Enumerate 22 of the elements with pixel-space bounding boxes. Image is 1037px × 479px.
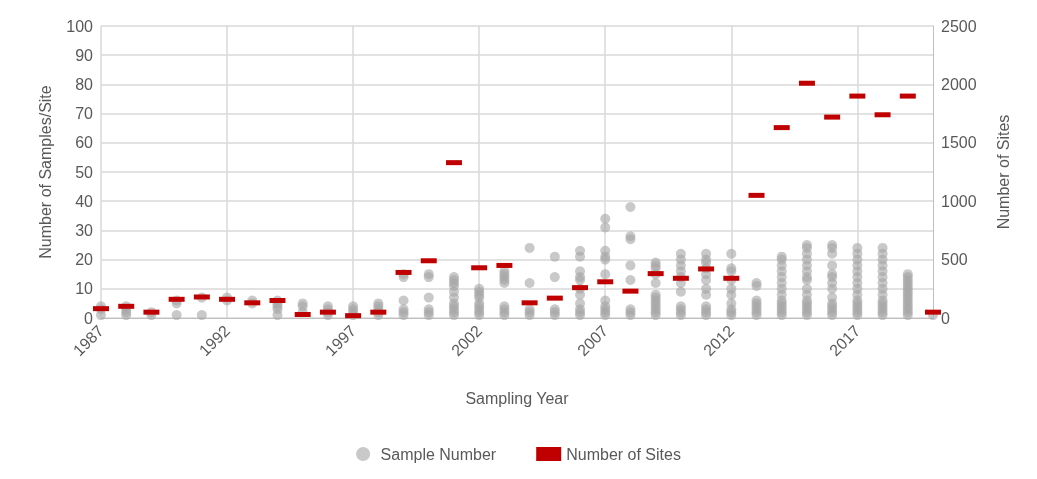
y-tick-label: 30 [75,221,94,239]
y-tick-label: 60 [75,134,94,152]
y-tick-label: 50 [75,163,94,181]
y-tick-label: 90 [75,46,94,64]
y-tick-label: 100 [66,17,94,35]
y2-tick-label: 500 [941,251,968,269]
y-tick-label: 20 [75,251,94,269]
y-tick-label: 40 [75,192,94,210]
y-tick-label: 10 [75,280,94,298]
x-axis-title: Sampling Year [465,389,570,407]
y-tick-label: 80 [75,75,94,93]
y2-tick-label: 2500 [941,17,977,35]
y2-tick-label: 2000 [941,75,977,93]
y-tick-label: 0 [84,309,94,327]
y2-tick-label: 1500 [941,134,977,152]
y-tick-label: 70 [75,105,94,123]
y2-axis-title: Number of Sites [994,114,1012,230]
legend-label: Sample Number [380,445,497,463]
y-axis-title: Number of Samples/Site [36,85,54,259]
y2-tick-label: 1000 [941,192,977,210]
legend-label: Number of Sites [566,445,681,463]
y2-tick-label: 0 [941,309,950,327]
